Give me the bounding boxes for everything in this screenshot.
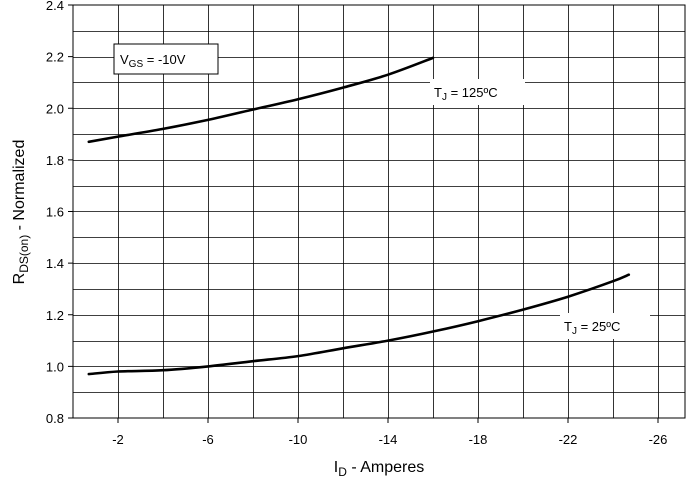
tj-room-label: TJ = 25ºC bbox=[564, 319, 620, 337]
series bbox=[87, 56, 631, 376]
tj-room-label-bg bbox=[560, 313, 650, 339]
y-tick-label: 2.4 bbox=[46, 0, 64, 13]
y-tick-label: 1.4 bbox=[46, 256, 64, 271]
grid bbox=[73, 5, 685, 418]
series-line-tj-125 bbox=[87, 56, 435, 144]
series-line-tj-25 bbox=[87, 273, 631, 376]
x-tick-label: -10 bbox=[289, 432, 308, 447]
vgs-label: VGS = -10V bbox=[120, 52, 186, 70]
x-tick-label: -22 bbox=[559, 432, 578, 447]
x-tick-label: -6 bbox=[202, 432, 214, 447]
y-tick-label: 1.8 bbox=[46, 153, 64, 168]
x-axis-title: ID - Amperes bbox=[334, 459, 424, 479]
y-tick-label: 1.6 bbox=[46, 205, 64, 220]
y-tick-label: 2.0 bbox=[46, 101, 64, 116]
tj-hot-label: TJ = 125ºC bbox=[434, 85, 498, 103]
x-tick-label: -2 bbox=[112, 432, 124, 447]
y-tick-label: 0.8 bbox=[46, 411, 64, 426]
tj-hot-label-bg bbox=[430, 79, 525, 105]
x-tick-label: -26 bbox=[649, 432, 668, 447]
y-tick-label: 2.2 bbox=[46, 50, 64, 65]
y-tick-label: 1.2 bbox=[46, 308, 64, 323]
y-axis-ticks: 0.8 1.0 1.2 1.4 1.6 1.8 2.0 2.2 2.4 bbox=[46, 0, 73, 426]
y-axis-title: RDS(on) - Normalized bbox=[11, 140, 31, 285]
x-axis-ticks: -2 -6 -10 -14 -18 -22 -26 bbox=[112, 418, 667, 447]
x-tick-label: -14 bbox=[379, 432, 398, 447]
y-tick-label: 1.0 bbox=[46, 359, 64, 374]
vgs-label-box bbox=[113, 43, 219, 75]
x-tick-label: -18 bbox=[469, 432, 488, 447]
